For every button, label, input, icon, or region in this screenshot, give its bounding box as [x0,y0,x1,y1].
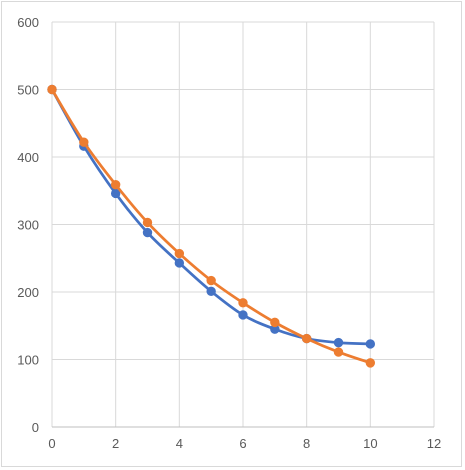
data-point [174,248,185,259]
data-point [270,317,280,328]
y-tick-label: 500 [17,83,39,98]
data-point [206,286,216,297]
data-point [142,227,153,238]
data-point [206,275,216,286]
data-point [238,310,248,320]
data-point [301,333,312,344]
y-tick-label: 300 [17,218,39,233]
tick-labels: 0 2 4 6 8 10 12 0 100 200 300 400 500 600 [17,15,441,451]
data-point [365,339,376,349]
series-1 [47,84,376,349]
data-point [79,137,89,147]
data-point [333,337,344,348]
data-point [47,84,57,95]
x-tick-label: 8 [303,436,310,451]
y-tick-label: 400 [17,150,39,165]
data-point [365,358,376,368]
data-point [110,179,121,190]
y-tick-label: 200 [17,285,39,300]
y-tick-label: 100 [17,353,39,368]
x-tick-label: 12 [427,436,441,451]
data-point [333,347,344,357]
series-line [50,88,371,346]
x-tick-label: 2 [112,436,119,451]
series-line [50,88,371,365]
x-tick-label: 0 [48,436,55,451]
series-2 [47,84,376,368]
data-series [47,84,376,368]
gridlines [51,21,435,427]
x-tick-label: 6 [239,436,246,451]
data-point [174,258,185,268]
x-tick-label: 10 [363,436,377,451]
x-tick-label: 4 [176,436,183,451]
y-tick-label: 0 [32,420,39,435]
y-tick-label: 600 [17,15,39,30]
data-point [238,298,248,308]
data-point [142,217,153,228]
